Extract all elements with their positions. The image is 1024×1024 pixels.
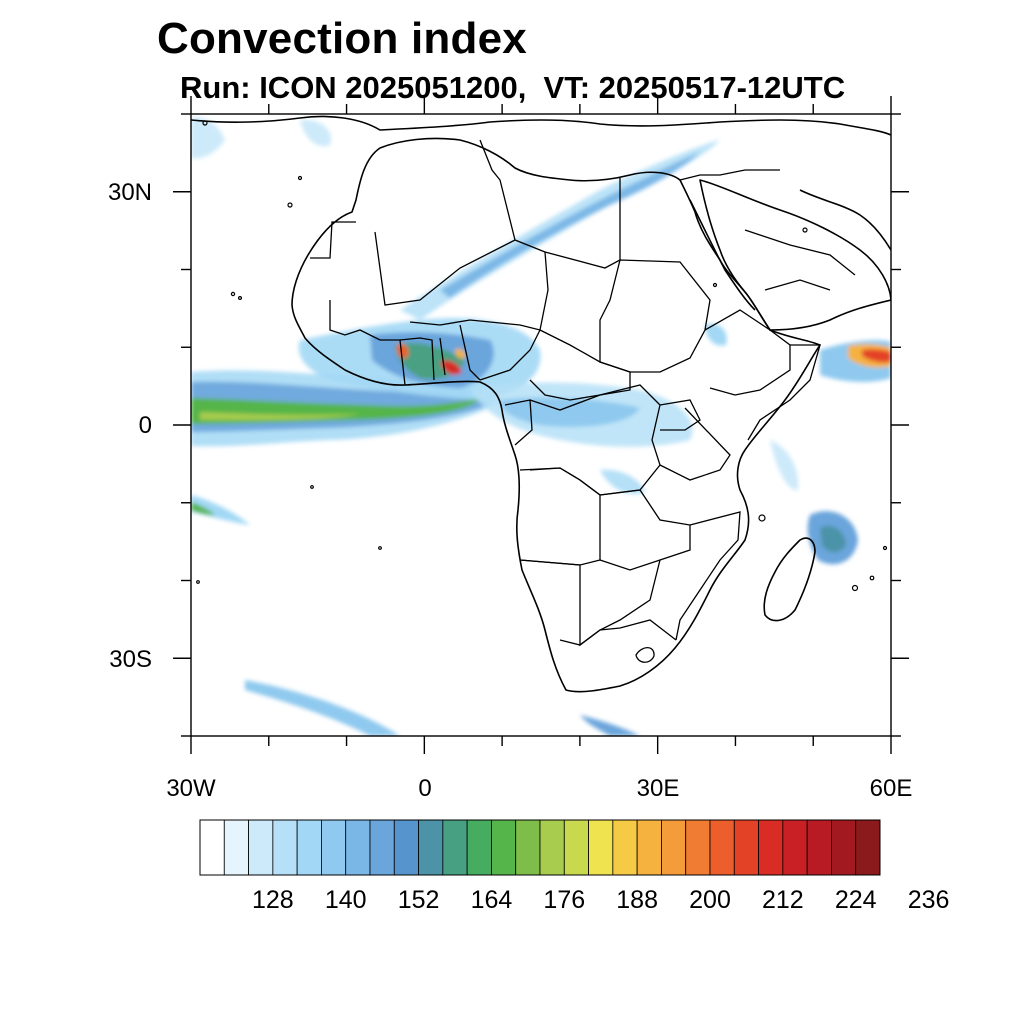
coastlines <box>191 115 891 693</box>
colorbar-label: 152 <box>397 886 440 914</box>
red-sea <box>689 199 756 311</box>
sw-streak-core <box>191 502 215 515</box>
north-streak <box>300 119 331 147</box>
africa-coastline <box>291 137 821 693</box>
sw-streak <box>191 495 250 525</box>
madagascar-storm-core <box>820 525 846 553</box>
colorbar-swatch <box>733 819 759 876</box>
colorbar-swatch <box>758 819 784 876</box>
colorbar-swatch <box>345 819 371 876</box>
lat-label-0: 0 <box>138 412 152 439</box>
europe-coast <box>191 115 891 136</box>
colorbar-swatch <box>709 819 735 876</box>
indian-ocean-patch <box>705 323 727 346</box>
colorbar-label: 212 <box>761 886 804 914</box>
arabian-sea-storm-peak <box>862 349 891 363</box>
colorbar-swatch <box>248 819 274 876</box>
colorbar-swatch <box>418 819 444 876</box>
axis-ticks <box>173 96 909 754</box>
map-plot-area <box>191 114 891 736</box>
border-libya-egypt <box>544 178 621 269</box>
storm-peak-1 <box>396 344 409 359</box>
border-ghana-nigeria <box>399 324 481 381</box>
lon-label-0: 0 <box>418 775 432 802</box>
colorbar-swatch <box>272 819 298 876</box>
border-somalia <box>747 344 821 441</box>
border-zambia <box>599 489 691 571</box>
country-borders <box>310 139 856 663</box>
colorbar-label: 140 <box>324 886 367 914</box>
southern-streak-1 <box>245 680 400 736</box>
persian-coast <box>799 189 891 251</box>
chart-subtitle: Run: ICON 2025051200, VT: 20250517-12UTC <box>180 70 846 105</box>
madagascar-coastline <box>763 537 816 622</box>
colorbar-swatch <box>223 819 249 876</box>
colorbar-label: 224 <box>834 886 877 914</box>
colorbar <box>199 819 881 876</box>
colorbar-swatch <box>296 819 322 876</box>
sahara-streak-core <box>440 152 700 298</box>
lat-label-30s: 30S <box>109 646 152 673</box>
border-car <box>529 329 631 401</box>
colorbar-swatch <box>466 819 492 876</box>
lat-label-30n: 30N <box>107 179 152 206</box>
colorbar-label: 236 <box>907 886 950 914</box>
chart-title: Convection index <box>157 14 527 63</box>
islands <box>196 120 888 592</box>
colorbar-label: 188 <box>616 886 658 914</box>
colorbar-label: 200 <box>689 886 731 914</box>
southern-streak-2 <box>580 715 640 736</box>
colorbar-swatch <box>661 819 687 876</box>
colorbar-frame <box>199 819 881 876</box>
storm-peak-3 <box>455 348 466 359</box>
colorbar-label: 128 <box>251 886 294 914</box>
colorbar-swatch <box>539 819 565 876</box>
lon-label-30e: 30E <box>636 775 680 802</box>
border-mozambique <box>675 511 741 641</box>
colorbar-swatch <box>831 819 857 876</box>
colorbar-label: 164 <box>470 886 513 914</box>
colorbar-swatch <box>563 819 589 876</box>
colorbar-label: 176 <box>543 886 586 914</box>
storm-peak-2 <box>440 360 462 375</box>
border-kenya-tanzania <box>659 407 731 481</box>
colorbar-swatch <box>199 819 225 876</box>
arabian-peninsula <box>699 179 891 331</box>
colorbar-swatch <box>612 819 638 876</box>
colorbar-swatch <box>369 819 395 876</box>
border-niger-chad <box>409 251 549 331</box>
colorbar-swatch <box>685 819 711 876</box>
colorbar-swatch <box>588 819 614 876</box>
lon-label-60e: 60E <box>869 775 913 802</box>
border-lesotho <box>635 646 655 663</box>
border-mali-algeria <box>374 231 546 306</box>
colorbar-swatch <box>442 819 468 876</box>
colorbar-swatch <box>515 819 541 876</box>
colorbar-swatch <box>321 819 347 876</box>
colorbar-swatch <box>855 819 881 876</box>
colorbar-swatch <box>636 819 662 876</box>
indian-ocean-streak <box>770 440 799 491</box>
border-uganda <box>659 399 701 431</box>
border-algeria-libya <box>479 139 516 241</box>
border-cameroon <box>479 329 541 381</box>
lon-label-30w: 30W <box>166 775 216 802</box>
colorbar-swatch <box>491 819 517 876</box>
colorbar-swatch <box>782 819 808 876</box>
congo-convection <box>500 397 640 427</box>
east-africa-patch <box>600 469 645 494</box>
colorbar-swatch <box>806 819 832 876</box>
border-south-africa <box>559 619 677 646</box>
border-gabon <box>504 399 533 446</box>
border-sudan <box>599 259 711 373</box>
border-arabia-inner <box>744 229 856 291</box>
border-ethiopia <box>704 309 791 396</box>
border-mauritania <box>310 221 356 259</box>
border-egypt-arabia <box>679 169 780 181</box>
colorbar-swatch <box>393 819 419 876</box>
itcz-band-peak <box>200 412 360 420</box>
nw-patch <box>191 117 225 159</box>
